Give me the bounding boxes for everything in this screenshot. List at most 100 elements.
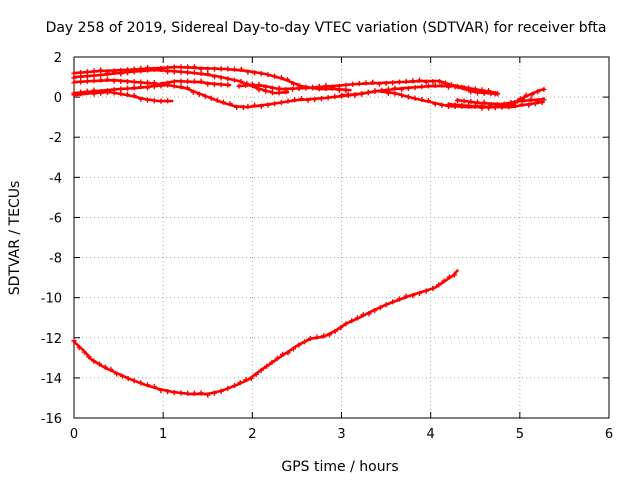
data-point	[383, 302, 389, 308]
data-point	[71, 70, 77, 76]
series-satellite-low-arc	[71, 269, 459, 398]
data-point	[307, 335, 313, 342]
data-point	[452, 102, 458, 108]
data-point	[91, 68, 97, 74]
series-satellite-c	[71, 64, 352, 94]
data-point	[91, 72, 97, 79]
series-line	[447, 87, 546, 109]
data-point	[410, 78, 416, 84]
chart-title: Day 258 of 2019, Sidereal Day-to-day VTE…	[46, 20, 607, 36]
data-point	[118, 86, 124, 92]
data-point	[403, 293, 409, 299]
data-point	[423, 79, 429, 85]
data-point	[138, 79, 144, 85]
data-point	[265, 102, 271, 108]
series-satellite-j	[454, 96, 547, 108]
y-tick-label: -4	[49, 171, 62, 186]
data-point	[343, 87, 349, 94]
data-point	[151, 383, 157, 390]
data-point	[218, 66, 224, 72]
data-point	[284, 76, 291, 83]
data-point	[81, 349, 88, 355]
x-tick-label: 4	[427, 427, 435, 442]
data-point	[508, 100, 514, 106]
data-point	[243, 82, 249, 88]
data-point	[441, 278, 447, 284]
data-point	[205, 81, 211, 87]
data-point	[253, 371, 259, 377]
y-tick-label: 2	[54, 51, 62, 66]
data-point	[488, 102, 494, 108]
data-point	[323, 82, 329, 89]
data-point	[131, 66, 137, 72]
data-point	[205, 71, 211, 77]
data-point	[91, 91, 97, 97]
data-point	[526, 102, 532, 108]
y-tick-label: -6	[49, 211, 62, 226]
data-point	[151, 66, 157, 72]
data-point	[191, 78, 197, 84]
data-point	[419, 84, 425, 90]
data-point	[481, 99, 487, 105]
data-point	[338, 93, 345, 99]
data-point	[84, 69, 90, 75]
data-point	[211, 390, 218, 396]
data-point	[165, 65, 171, 71]
data-point	[178, 64, 184, 70]
data-point	[111, 90, 117, 96]
data-point	[238, 78, 244, 85]
data-point	[472, 103, 478, 109]
data-point	[108, 366, 114, 372]
data-point	[71, 80, 77, 86]
data-point	[205, 392, 211, 398]
data-point	[474, 90, 481, 96]
data-point	[111, 68, 117, 74]
data-point	[144, 97, 151, 103]
data-point	[238, 66, 244, 72]
data-point	[191, 390, 197, 396]
data-point	[278, 75, 284, 81]
data-point	[454, 97, 461, 104]
data-point	[461, 98, 467, 104]
data-point	[190, 89, 196, 95]
data-point	[468, 98, 474, 105]
data-point	[298, 96, 304, 102]
data-point	[124, 79, 131, 85]
data-point	[118, 67, 124, 74]
data-point	[436, 282, 442, 288]
y-axis-title: SDTVAR / TECUs	[7, 181, 23, 296]
data-point	[158, 387, 164, 394]
x-tick-label: 6	[605, 427, 613, 442]
data-point	[124, 91, 131, 98]
data-point	[269, 90, 275, 96]
data-point	[370, 79, 376, 85]
data-point	[98, 77, 104, 83]
data-point	[205, 66, 211, 72]
data-point	[432, 82, 438, 88]
data-point	[535, 89, 541, 95]
data-point	[191, 64, 197, 70]
data-point	[104, 76, 111, 82]
data-point	[430, 79, 436, 85]
data-point	[349, 318, 355, 324]
data-point	[78, 79, 84, 85]
data-point	[445, 102, 452, 108]
data-point	[416, 290, 423, 296]
data-point	[198, 390, 204, 396]
data-point	[220, 99, 226, 105]
data-point	[269, 359, 275, 365]
data-point	[165, 98, 171, 104]
data-point	[218, 388, 224, 394]
data-point	[269, 85, 275, 91]
data-point	[501, 101, 507, 107]
y-tick-label: 0	[54, 91, 62, 106]
data-point	[534, 98, 541, 104]
data-point	[372, 307, 378, 314]
data-point	[436, 78, 443, 85]
data-point	[227, 101, 233, 107]
data-point	[276, 86, 282, 93]
data-point	[523, 92, 529, 98]
data-point	[296, 86, 302, 92]
data-point	[98, 67, 104, 73]
